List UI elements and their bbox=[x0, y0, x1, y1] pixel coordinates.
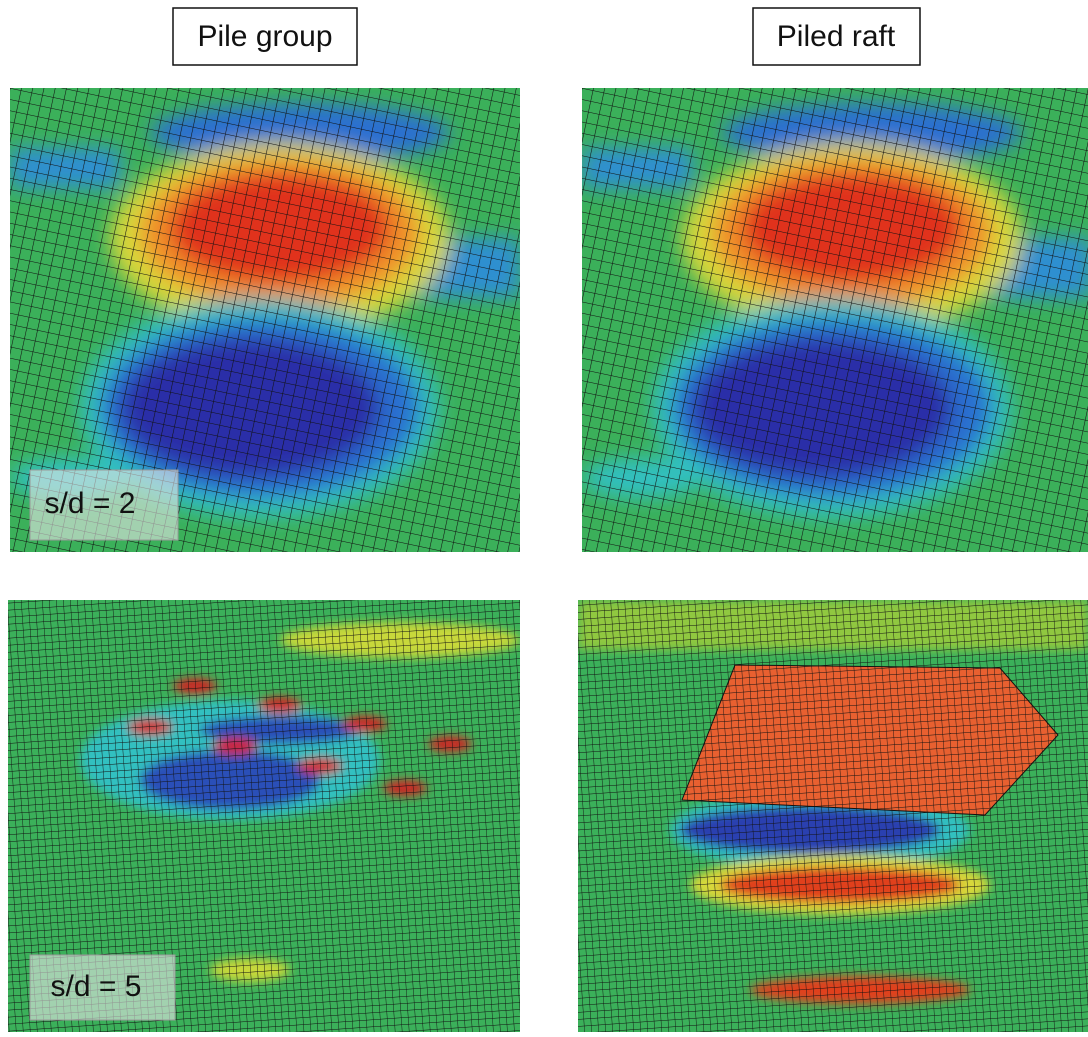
header-text: Pile group bbox=[197, 20, 332, 53]
contour-plot bbox=[582, 88, 1088, 552]
column-header: Piled raft bbox=[753, 8, 920, 65]
panel-label: s/d = 5 bbox=[30, 955, 175, 1020]
panel-label: s/d = 2 bbox=[30, 470, 178, 540]
contour-plot bbox=[578, 600, 1088, 1032]
column-header: Pile group bbox=[173, 8, 357, 65]
header-text: Piled raft bbox=[777, 20, 896, 53]
label-text: s/d = 2 bbox=[45, 487, 136, 520]
figure: Pile group Piled raft bbox=[0, 0, 1088, 1032]
label-text: s/d = 5 bbox=[51, 970, 142, 1003]
